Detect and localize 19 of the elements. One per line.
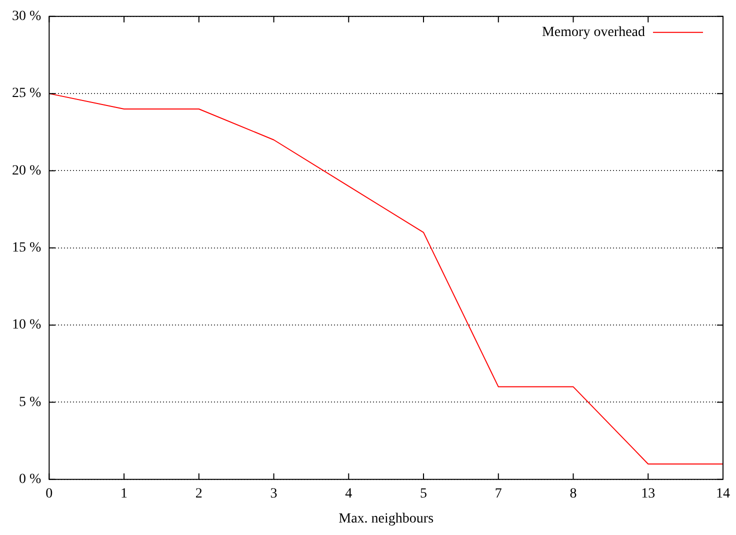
x-tick-label: 5	[420, 486, 428, 502]
y-tick-label: 5 %	[18, 394, 42, 410]
x-tick-label: 13	[641, 486, 656, 502]
x-axis-title: Max. neighbours	[338, 511, 434, 526]
x-tick-label: 1	[120, 486, 128, 502]
y-tick-label: 25 %	[12, 86, 42, 102]
x-tick-label: 7	[494, 486, 502, 502]
x-tick-label: 0	[46, 486, 53, 502]
y-tick-label: 30 %	[12, 9, 42, 24]
x-tick-label: 3	[270, 486, 278, 502]
x-tick-label: 2	[195, 486, 202, 502]
legend-label: Memory overhead	[542, 25, 646, 40]
x-tick-label: 14	[716, 486, 730, 502]
x-tick-label: 8	[570, 486, 577, 502]
y-tick-label: 20 %	[12, 163, 42, 178]
x-tick-label: 4	[345, 486, 352, 502]
y-tick-label: 10 %	[12, 318, 42, 333]
y-tick-label: 15 %	[12, 240, 42, 256]
y-tick-label: 0 %	[18, 472, 42, 488]
